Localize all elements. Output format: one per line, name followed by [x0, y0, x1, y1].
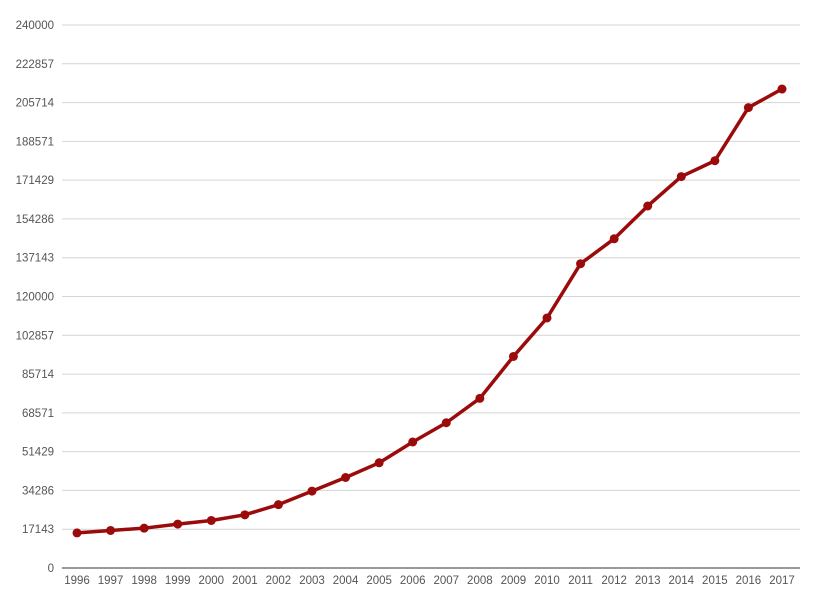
data-point[interactable]	[676, 172, 686, 182]
series-line	[75, 87, 784, 535]
data-point[interactable]	[475, 393, 485, 403]
y-tick-label: 120000	[16, 292, 54, 304]
x-tick-label: 2011	[568, 575, 593, 587]
y-tick-label: 205714	[16, 98, 55, 110]
x-tick-label: 2006	[400, 575, 426, 587]
data-point[interactable]	[643, 201, 653, 211]
data-point[interactable]	[139, 523, 149, 533]
y-tick-label: 188571	[16, 136, 54, 148]
x-tick-label: 1999	[165, 575, 191, 587]
data-point[interactable]	[777, 84, 787, 94]
x-tick-label: 2009	[501, 575, 527, 587]
data-point[interactable]	[710, 156, 720, 166]
series-layer	[72, 84, 787, 538]
x-tick-label: 1997	[98, 575, 124, 587]
data-point[interactable]	[743, 103, 753, 113]
data-point[interactable]	[609, 234, 619, 244]
data-point[interactable]	[240, 510, 250, 520]
x-tick-label: 2015	[702, 575, 728, 587]
y-tick-label: 17143	[22, 524, 54, 536]
data-point[interactable]	[576, 259, 586, 269]
data-point[interactable]	[542, 313, 552, 323]
y-tick-label: 102857	[16, 330, 54, 342]
data-point[interactable]	[106, 525, 116, 535]
data-point[interactable]	[441, 418, 451, 428]
data-point[interactable]	[273, 500, 283, 510]
data-point[interactable]	[206, 515, 216, 525]
y-axis-ticks: 0 17143 34286 51429 68571 85714 102857 120000 13…	[16, 20, 55, 575]
y-tick-label: 137143	[16, 253, 54, 265]
y-tick-label: 68571	[22, 408, 54, 420]
data-point[interactable]	[408, 437, 418, 447]
x-tick-label: 2002	[266, 575, 292, 587]
y-tick-label: 222857	[16, 59, 54, 71]
y-tick-label: 51429	[22, 447, 54, 459]
x-tick-label: 2001	[232, 575, 258, 587]
data-point[interactable]	[173, 519, 183, 529]
x-tick-label: 2000	[198, 575, 224, 587]
x-tick-label: 2010	[534, 575, 560, 587]
x-tick-label: 2004	[333, 575, 359, 587]
x-tick-label: 2013	[635, 575, 661, 587]
x-tick-label: 2016	[736, 575, 762, 587]
data-point[interactable]	[72, 528, 82, 538]
x-tick-label: 2008	[467, 575, 493, 587]
data-point[interactable]	[341, 473, 351, 482]
y-tick-label: 0	[48, 563, 54, 575]
y-tick-label: 85714	[22, 369, 55, 381]
x-tick-label: 2003	[299, 575, 325, 587]
data-point[interactable]	[508, 351, 518, 361]
x-tick-label: 2014	[668, 575, 694, 587]
grid-layer	[62, 24, 800, 530]
data-point[interactable]	[307, 486, 317, 496]
x-tick-label: 2017	[769, 575, 795, 587]
data-point[interactable]	[374, 458, 384, 468]
x-tick-label: 2007	[433, 575, 459, 587]
y-tick-label: 171429	[16, 175, 54, 187]
y-tick-label: 34286	[22, 485, 54, 497]
x-tick-label: 1996	[64, 575, 90, 587]
x-tick-label: 2005	[366, 575, 392, 587]
y-tick-label: 154286	[16, 214, 54, 226]
x-tick-label: 2012	[601, 575, 627, 587]
x-axis-ticks: 1996 1997 1998 1999 2000 2001 2002 2003 2004 2005…	[64, 575, 795, 587]
x-tick-label: 1998	[131, 575, 157, 587]
y-tick-label: 240000	[16, 20, 54, 32]
